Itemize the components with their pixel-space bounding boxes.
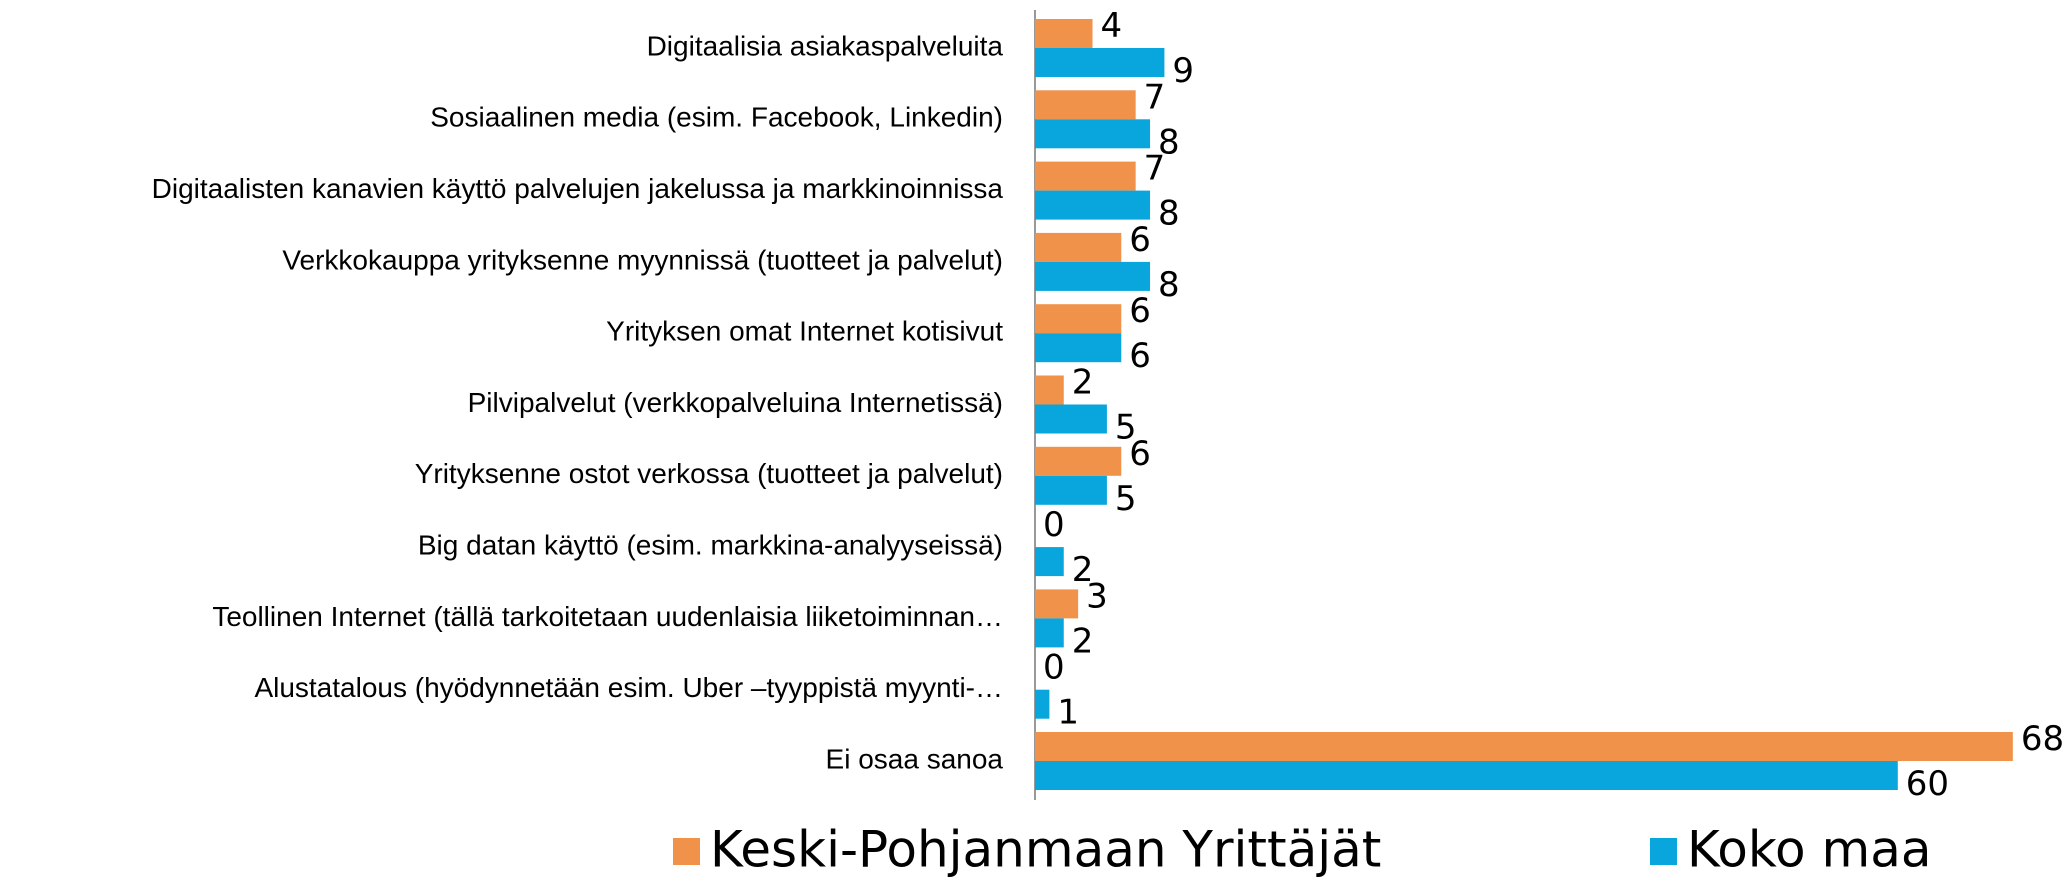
value-label: 68 (2021, 719, 2064, 759)
bar (1035, 589, 1079, 619)
bar (1035, 732, 2013, 761)
category-label: Yrityksenne ostot verkossa (tuotteet ja … (415, 458, 1003, 489)
bar (1035, 261, 1151, 291)
value-label: 8 (1158, 265, 1180, 305)
bar (1035, 304, 1122, 334)
category-label: Sosiaalinen media (esim. Facebook, Linke… (430, 102, 1003, 133)
value-label: 5 (1115, 479, 1137, 519)
value-label: 1 (1057, 693, 1079, 733)
value-label: 9 (1172, 51, 1194, 91)
value-label: 6 (1129, 291, 1151, 331)
bar (1035, 689, 1050, 719)
category-label: Ei osaa sanoa (826, 743, 1004, 774)
bar (1035, 48, 1165, 77)
bar (1035, 232, 1122, 262)
value-label: 0 (1043, 505, 1065, 545)
category-label: Big datan käyttö (esim. markkina-analyys… (418, 529, 1003, 560)
category-label: Teollinen Internet (tällä tarkoitetaan u… (212, 601, 1003, 632)
value-label: 7 (1144, 77, 1166, 117)
bar (1035, 333, 1122, 363)
legend-label: Koko maa (1687, 821, 1932, 879)
category-label: Digitaalisia asiakaspalveluita (647, 30, 1004, 61)
bar (1035, 119, 1151, 149)
bar (1035, 404, 1107, 434)
category-label: Verkkokauppa yrityksenne myynnissä (tuot… (282, 244, 1003, 275)
category-label: Digitaalisten kanavien käyttö palvelujen… (152, 173, 1004, 204)
bar (1035, 90, 1136, 120)
category-label: Alustatalous (hyödynnetään esim. Uber –t… (254, 672, 1003, 703)
value-label: 6 (1129, 434, 1151, 474)
value-label: 6 (1129, 220, 1151, 260)
value-label: 4 (1101, 6, 1123, 46)
bar (1035, 446, 1122, 476)
value-label: 3 (1086, 576, 1108, 616)
legend-swatch (673, 838, 700, 865)
bar (1035, 161, 1136, 191)
value-label: 6 (1129, 336, 1151, 376)
bar (1035, 19, 1093, 48)
bar (1035, 618, 1064, 648)
bar (1035, 375, 1064, 405)
bar (1035, 761, 1898, 790)
category-label: Yrityksen omat Internet kotisivut (606, 316, 1003, 347)
legend-label: Keski-Pohjanmaan Yrittäjät (710, 821, 1381, 879)
value-label: 7 (1144, 149, 1166, 189)
category-label: Pilvipalvelut (verkkopalveluina Internet… (468, 387, 1003, 418)
value-label: 8 (1158, 122, 1180, 162)
value-label: 0 (1043, 648, 1065, 688)
value-label: 2 (1072, 621, 1094, 661)
bar (1035, 547, 1064, 577)
legend-swatch (1650, 838, 1677, 865)
bar (1035, 475, 1107, 505)
value-label: 5 (1115, 408, 1137, 448)
value-label: 2 (1072, 363, 1094, 403)
value-label: 60 (1906, 764, 1949, 804)
bar (1035, 190, 1151, 220)
value-label: 8 (1158, 194, 1180, 234)
value-label: 2 (1072, 550, 1094, 590)
